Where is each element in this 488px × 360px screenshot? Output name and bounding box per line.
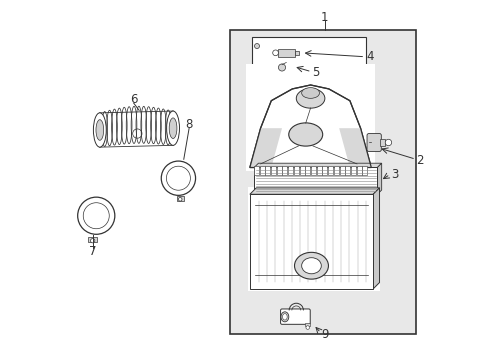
Ellipse shape	[96, 120, 103, 140]
Bar	[362, 166, 366, 175]
Bar	[299, 166, 304, 175]
Polygon shape	[249, 128, 282, 167]
FancyBboxPatch shape	[280, 309, 309, 324]
Ellipse shape	[288, 123, 322, 146]
Ellipse shape	[301, 87, 319, 98]
Bar	[282, 166, 287, 175]
Circle shape	[305, 326, 309, 329]
Text: 1: 1	[321, 11, 328, 24]
Polygon shape	[377, 163, 381, 194]
Polygon shape	[249, 188, 379, 194]
Text: 6: 6	[130, 93, 137, 106]
Bar	[316, 166, 321, 175]
Bar	[254, 167, 377, 194]
Bar	[270, 166, 275, 175]
Bar	[246, 64, 374, 171]
Ellipse shape	[93, 113, 106, 147]
Bar	[305, 323, 309, 327]
Bar	[230, 30, 415, 334]
Bar	[333, 166, 338, 175]
Text: 9: 9	[321, 328, 328, 341]
Bar	[293, 166, 298, 175]
Text: 4: 4	[365, 50, 373, 63]
Bar	[249, 194, 372, 289]
Bar	[310, 166, 315, 175]
Bar	[264, 166, 270, 175]
Bar	[251, 37, 365, 76]
Bar	[327, 166, 332, 175]
Circle shape	[278, 64, 285, 71]
Ellipse shape	[296, 89, 324, 108]
Ellipse shape	[281, 312, 288, 322]
Bar	[305, 166, 309, 175]
Circle shape	[272, 50, 278, 56]
Bar	[287, 166, 292, 175]
Bar	[88, 237, 97, 242]
Ellipse shape	[169, 118, 177, 139]
FancyBboxPatch shape	[366, 134, 381, 152]
Circle shape	[178, 198, 182, 201]
Text: 8: 8	[185, 118, 192, 131]
Text: 2: 2	[415, 154, 423, 167]
Bar	[276, 166, 281, 175]
Bar	[247, 187, 380, 291]
Bar	[278, 49, 294, 57]
Bar	[176, 197, 183, 201]
Circle shape	[254, 44, 259, 49]
Bar	[350, 166, 355, 175]
Text: 5: 5	[312, 66, 319, 79]
Text: 3: 3	[390, 168, 398, 181]
Ellipse shape	[294, 252, 328, 279]
Circle shape	[90, 239, 95, 243]
Bar	[345, 166, 349, 175]
Bar	[294, 51, 298, 55]
Bar	[379, 139, 384, 146]
Bar	[322, 166, 326, 175]
Polygon shape	[372, 188, 379, 289]
Text: 7: 7	[89, 245, 96, 258]
Bar	[356, 166, 361, 175]
Ellipse shape	[282, 314, 286, 320]
Circle shape	[385, 139, 391, 146]
Bar	[253, 166, 258, 175]
Ellipse shape	[166, 111, 179, 145]
Bar	[259, 166, 264, 175]
Bar	[339, 166, 344, 175]
Polygon shape	[254, 163, 381, 167]
Ellipse shape	[301, 258, 321, 274]
Polygon shape	[339, 128, 370, 167]
Polygon shape	[249, 85, 370, 167]
